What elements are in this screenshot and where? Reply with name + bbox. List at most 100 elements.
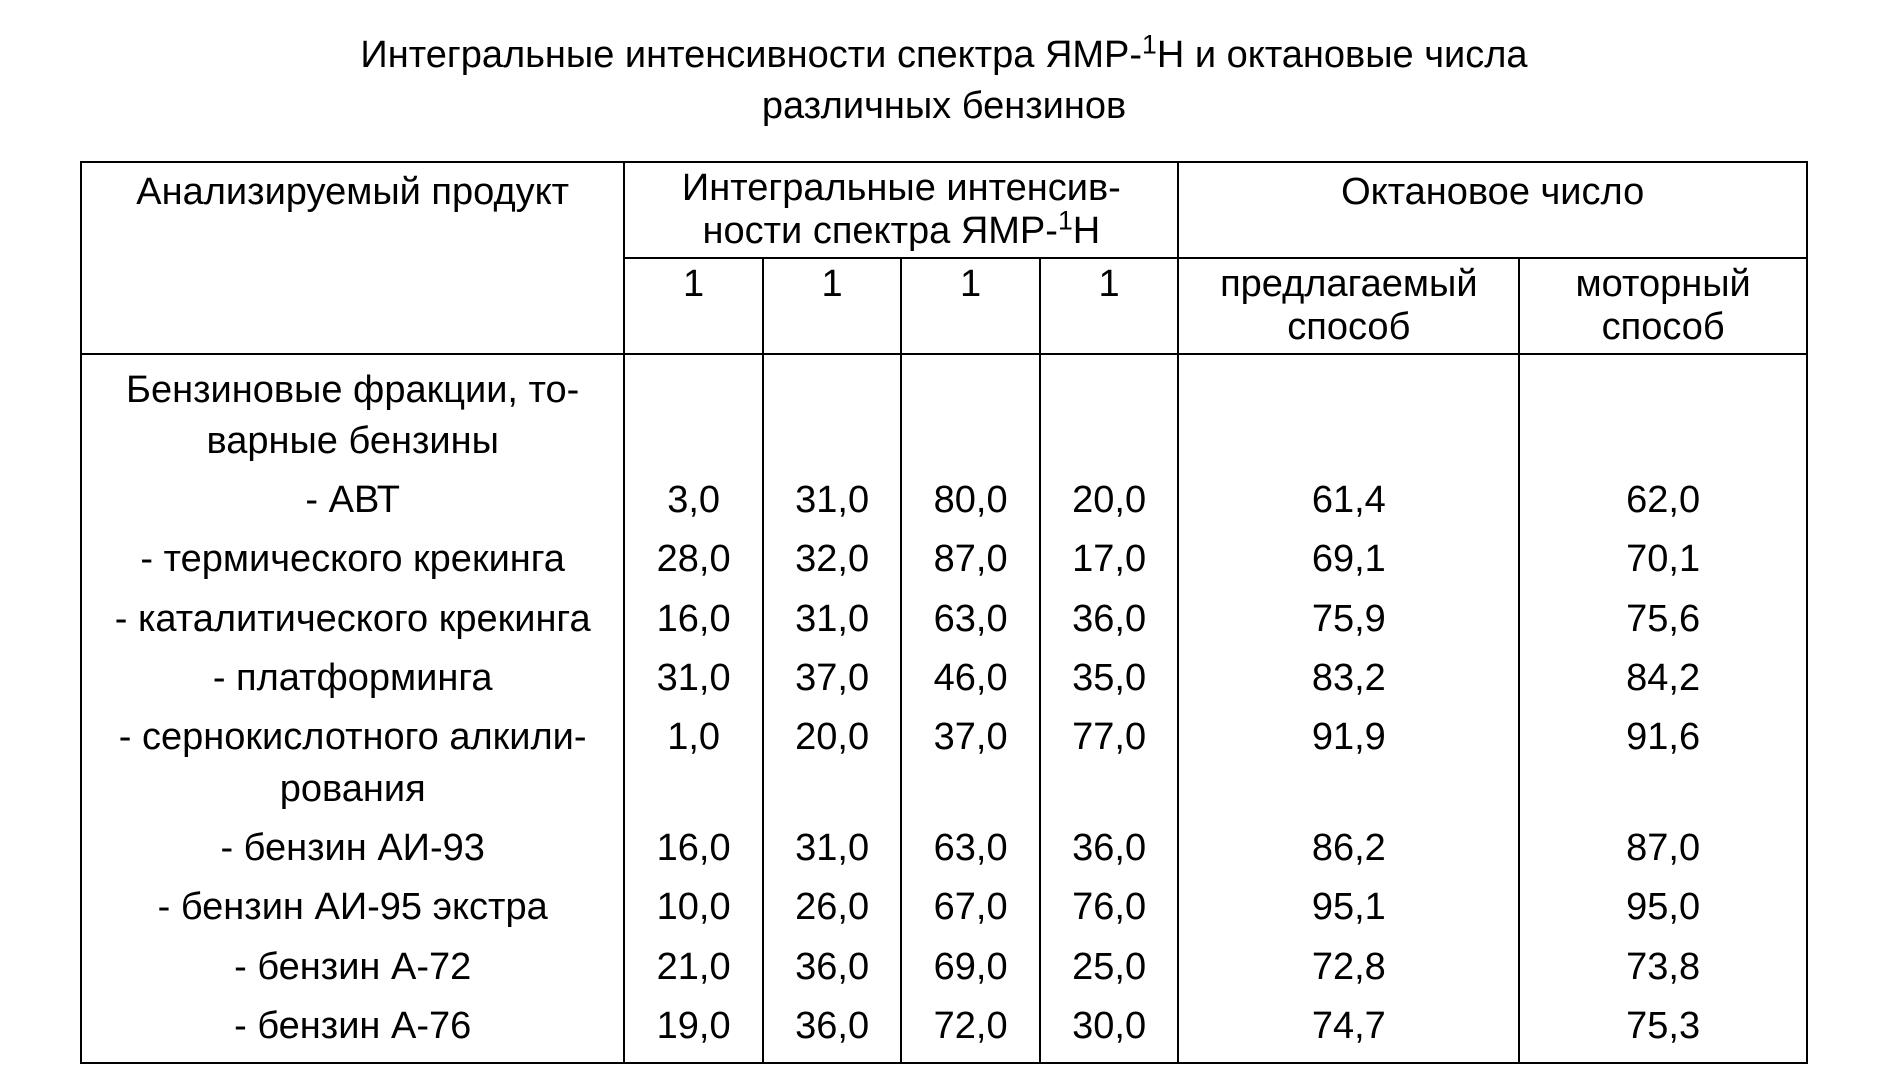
- table-row: - бензин А-72 21,0 36,0 69,0 25,0 72,8 7…: [81, 938, 1807, 997]
- col-i1: 1: [624, 258, 763, 354]
- col-octane: Октановое число: [1178, 162, 1807, 258]
- cell-i4: 20,0: [1040, 471, 1179, 530]
- group-header-l1: Бензиновые фракции, то-: [126, 369, 579, 411]
- cell-i4: 30,0: [1040, 997, 1179, 1063]
- row-label: - бензин АИ-95 экстра: [81, 878, 624, 937]
- cell-o1: 75,9: [1178, 590, 1519, 649]
- cell-i3: 87,0: [901, 530, 1040, 589]
- col-intensities-l2a: ности спектра ЯМР-: [703, 210, 1058, 252]
- cell-i4: 77,0: [1040, 708, 1179, 819]
- row-label: - платформинга: [81, 649, 624, 708]
- cell-o1: 83,2: [1178, 649, 1519, 708]
- col-product-label: Анализируемый продукт: [136, 171, 569, 213]
- table-row: - термического крекинга 28,0 32,0 87,0 1…: [81, 530, 1807, 589]
- table-row: - АВТ 3,0 31,0 80,0 20,0 61,4 62,0: [81, 471, 1807, 530]
- cell-i1: 21,0: [624, 938, 763, 997]
- cell-o2: 95,0: [1519, 878, 1807, 937]
- col-i3: 1: [901, 258, 1040, 354]
- cell-o1: 74,7: [1178, 997, 1519, 1063]
- col-oc-proposed: предлагаемый способ: [1178, 258, 1519, 354]
- cell-i1: 28,0: [624, 530, 763, 589]
- table-row: - бензин АИ-93 16,0 31,0 63,0 36,0 86,2 …: [81, 819, 1807, 878]
- col-intensities-l2b: Н: [1073, 210, 1100, 252]
- cell-i1: 16,0: [624, 819, 763, 878]
- cell-o2: 75,3: [1519, 997, 1807, 1063]
- col-i2: 1: [763, 258, 902, 354]
- cell-i2: 20,0: [763, 708, 902, 819]
- cell-o2: 70,1: [1519, 530, 1807, 589]
- cell-i1: 3,0: [624, 471, 763, 530]
- table-row: - сернокислотного алкили- рования 1,0 20…: [81, 708, 1807, 819]
- col-oc2-l1: моторный: [1576, 263, 1751, 305]
- row-label-l1: - сернокислотного алкили-: [119, 716, 587, 758]
- cell-i2: 36,0: [763, 938, 902, 997]
- cell-i4: 36,0: [1040, 819, 1179, 878]
- table-row: - бензин АИ-95 экстра 10,0 26,0 67,0 76,…: [81, 878, 1807, 937]
- title-line1-after: Н и октановые числа: [1157, 34, 1528, 76]
- cell-i3: 80,0: [901, 471, 1040, 530]
- cell-o2: 73,8: [1519, 938, 1807, 997]
- cell-i1: 16,0: [624, 590, 763, 649]
- cell-o1: 72,8: [1178, 938, 1519, 997]
- row-label: - каталитического крекинга: [81, 590, 624, 649]
- cell-i4: 25,0: [1040, 938, 1179, 997]
- col-oc1-l2: способ: [1287, 306, 1410, 348]
- title-line2: различных бензинов: [762, 85, 1126, 127]
- page-title: Интегральные интенсивности спектра ЯМР-1…: [80, 30, 1808, 133]
- row-label: - АВТ: [81, 471, 624, 530]
- cell-o1: 69,1: [1178, 530, 1519, 589]
- cell-i2: 31,0: [763, 819, 902, 878]
- cell-i2: 36,0: [763, 997, 902, 1063]
- group-header-label: Бензиновые фракции, то- варные бензины: [81, 354, 624, 472]
- row-label: - бензин А-72: [81, 938, 624, 997]
- cell-o2: 87,0: [1519, 819, 1807, 878]
- cell-i2: 31,0: [763, 471, 902, 530]
- cell-i4: 17,0: [1040, 530, 1179, 589]
- cell-i3: 46,0: [901, 649, 1040, 708]
- row-label: - термического крекинга: [81, 530, 624, 589]
- cell-i3: 63,0: [901, 819, 1040, 878]
- col-i4: 1: [1040, 258, 1179, 354]
- cell-o2: 75,6: [1519, 590, 1807, 649]
- cell-o1: 61,4: [1178, 471, 1519, 530]
- col-intensities: Интегральные интенсив- ности спектра ЯМР…: [624, 162, 1178, 258]
- cell-i3: 72,0: [901, 997, 1040, 1063]
- cell-i2: 37,0: [763, 649, 902, 708]
- cell-i2: 31,0: [763, 590, 902, 649]
- row-label: - бензин АИ-93: [81, 819, 624, 878]
- col-oc2-l2: способ: [1602, 306, 1725, 348]
- row-label: - бензин А-76: [81, 997, 624, 1063]
- cell-o2: 84,2: [1519, 649, 1807, 708]
- cell-i4: 36,0: [1040, 590, 1179, 649]
- cell-o1: 86,2: [1178, 819, 1519, 878]
- cell-i3: 69,0: [901, 938, 1040, 997]
- cell-i4: 35,0: [1040, 649, 1179, 708]
- table-row: - платформинга 31,0 37,0 46,0 35,0 83,2 …: [81, 649, 1807, 708]
- table-body: Бензиновые фракции, то- варные бензины -…: [81, 354, 1807, 1064]
- group-header-l2: варные бензины: [206, 420, 498, 462]
- col-intensities-l1: Интегральные интенсив-: [682, 167, 1121, 209]
- cell-o1: 91,9: [1178, 708, 1519, 819]
- cell-i2: 26,0: [763, 878, 902, 937]
- data-table: Анализируемый продукт Интегральные интен…: [80, 161, 1808, 1065]
- col-octane-label: Октановое число: [1341, 171, 1644, 213]
- table-row: - каталитического крекинга 16,0 31,0 63,…: [81, 590, 1807, 649]
- cell-i4: 76,0: [1040, 878, 1179, 937]
- cell-i1: 10,0: [624, 878, 763, 937]
- title-sup: 1: [1142, 29, 1157, 59]
- title-line1-before: Интегральные интенсивности спектра ЯМР-: [360, 34, 1142, 76]
- cell-i1: 19,0: [624, 997, 763, 1063]
- col-oc-motor: моторный способ: [1519, 258, 1807, 354]
- col-product: Анализируемый продукт: [81, 162, 624, 354]
- cell-o2: 62,0: [1519, 471, 1807, 530]
- table-row: - бензин А-76 19,0 36,0 72,0 30,0 74,7 7…: [81, 997, 1807, 1063]
- col-intensities-sup: 1: [1058, 205, 1073, 235]
- cell-i3: 63,0: [901, 590, 1040, 649]
- cell-i3: 67,0: [901, 878, 1040, 937]
- cell-o2: 91,6: [1519, 708, 1807, 819]
- cell-i3: 37,0: [901, 708, 1040, 819]
- cell-o1: 95,1: [1178, 878, 1519, 937]
- cell-i1: 1,0: [624, 708, 763, 819]
- row-label: - сернокислотного алкили- рования: [81, 708, 624, 819]
- row-label-l2: рования: [280, 768, 426, 810]
